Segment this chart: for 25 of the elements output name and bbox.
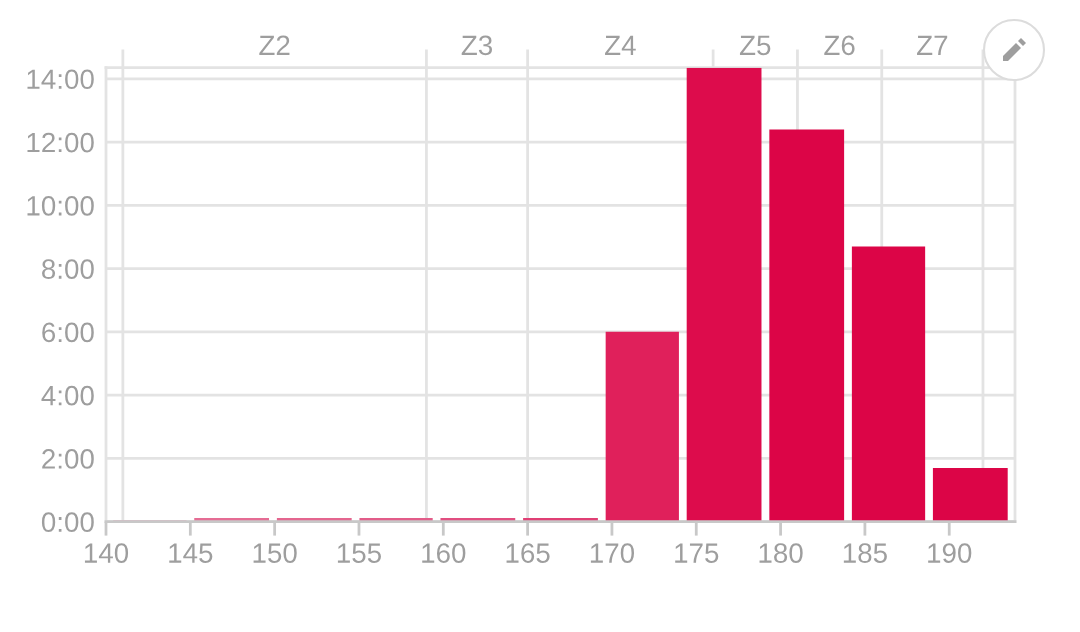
- text: Z2: [259, 35, 290, 55]
- y-tick-label: 0:00: [41, 512, 94, 533]
- y-tick-label: 8:00: [42, 259, 94, 279]
- x-tick-label: 190: [928, 543, 972, 563]
- x-tick-label: 155: [337, 543, 381, 563]
- y-tick-label: 12:00: [27, 132, 94, 153]
- text: Z7: [917, 35, 948, 55]
- x-tick-label: 145: [169, 543, 213, 563]
- text: Z5: [739, 35, 771, 56]
- y-tick-label: 2:00: [42, 449, 94, 469]
- x-tick-label: 180: [759, 543, 803, 563]
- text: Z4: [605, 35, 636, 55]
- x-tick-label: 175: [675, 543, 719, 563]
- x-tick-label: 170: [590, 543, 635, 563]
- y-tick-label: 4:00: [41, 385, 94, 406]
- x-tick-label: 160: [422, 543, 466, 563]
- x-tick-label: 140: [84, 543, 129, 563]
- y-tick-label: 10:00: [27, 195, 94, 216]
- x-tick-label: 150: [253, 543, 297, 563]
- text: Z3: [461, 35, 493, 56]
- text: Z6: [824, 35, 855, 56]
- y-tick-label: 6:00: [42, 322, 94, 343]
- y-tick-label: 14:00: [27, 69, 94, 90]
- x-tick-label: 165: [506, 543, 550, 563]
- x-tick-label: 185: [843, 543, 887, 563]
